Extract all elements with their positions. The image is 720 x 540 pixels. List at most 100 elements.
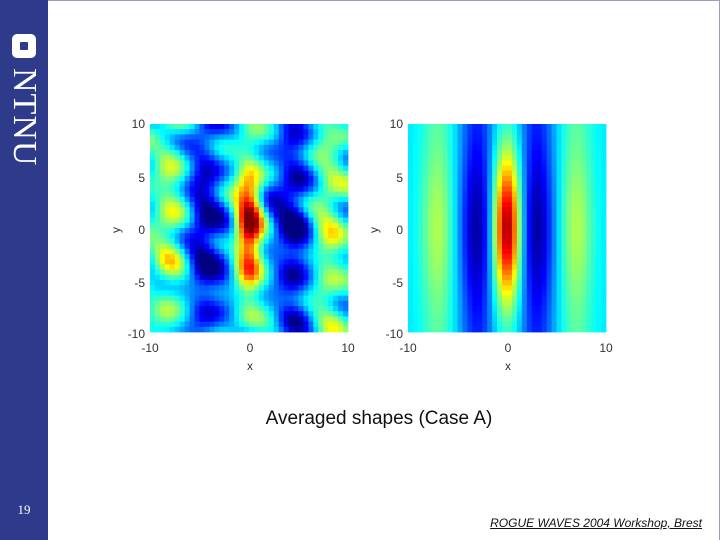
heatmap-cell xyxy=(229,321,235,328)
heatmap-cell xyxy=(283,326,289,333)
heatmap-cell xyxy=(462,217,468,224)
heatmap-cell xyxy=(591,321,597,328)
heatmap-cell xyxy=(199,134,205,140)
heatmap-cell xyxy=(283,274,289,281)
heatmap-cell xyxy=(179,150,186,156)
heatmap-cell xyxy=(576,228,582,234)
heatmap-cell xyxy=(204,144,210,151)
heatmap-cell xyxy=(293,170,299,177)
heatmap-cell xyxy=(507,248,513,255)
heatmap-cell xyxy=(249,259,255,265)
heatmap-cell xyxy=(497,186,503,192)
heatmap-cell xyxy=(273,264,280,270)
heatmap-cell xyxy=(219,191,225,198)
heatmap-cell xyxy=(586,124,592,130)
heatmap-cell xyxy=(263,165,270,172)
heatmap-cell xyxy=(239,321,245,328)
heatmap-cell xyxy=(288,207,294,213)
heatmap-cell xyxy=(526,170,533,177)
heatmap-cell xyxy=(502,217,508,224)
heatmap-cell xyxy=(224,186,230,192)
heatmap-cell xyxy=(526,129,533,135)
heatmap-cell xyxy=(209,186,215,192)
heatmap-cell xyxy=(452,139,458,146)
heatmap-cell xyxy=(318,207,324,213)
heatmap-cell xyxy=(541,217,547,224)
heatmap-cell xyxy=(159,181,166,187)
heatmap-cell xyxy=(546,160,552,166)
heatmap-cell xyxy=(179,144,186,151)
heatmap-cell xyxy=(323,321,329,328)
heatmap-cell xyxy=(596,326,602,333)
heatmap-cell xyxy=(164,165,171,172)
heatmap-cell xyxy=(482,326,488,333)
heatmap-cell xyxy=(586,280,592,286)
heatmap-cell xyxy=(194,207,200,213)
heatmap-cell xyxy=(576,217,582,224)
heatmap-cell xyxy=(511,150,518,156)
heatmap-cell xyxy=(497,170,503,177)
heatmap-cell xyxy=(298,139,304,146)
heatmap-cell xyxy=(507,134,513,140)
heatmap-cell xyxy=(442,202,448,208)
heatmap-cell xyxy=(412,269,419,276)
heatmap-cell xyxy=(541,264,547,270)
heatmap-cell xyxy=(482,264,488,270)
heatmap-cell xyxy=(521,311,528,317)
heatmap-cell xyxy=(244,326,250,333)
heatmap-cell xyxy=(174,124,181,130)
footer-link[interactable]: ROGUE WAVES 2004 Workshop, Brest xyxy=(490,516,702,530)
heatmap-cell xyxy=(338,233,344,239)
heatmap-cell xyxy=(467,160,473,166)
heatmap-cell xyxy=(169,248,176,255)
heatmap-cell xyxy=(159,150,166,156)
heatmap-cell xyxy=(546,144,552,151)
heatmap-cell xyxy=(278,290,285,296)
heatmap-cell xyxy=(432,254,439,260)
heatmap-cell xyxy=(249,228,255,234)
heatmap-cell xyxy=(263,129,270,135)
heatmap-cell xyxy=(432,259,439,265)
heatmap-cell xyxy=(199,290,205,296)
heatmap-cell xyxy=(541,165,547,172)
heatmap-cell xyxy=(263,264,270,270)
heatmap-cell xyxy=(437,150,444,156)
heatmap-cell xyxy=(150,321,156,328)
heatmap-cell xyxy=(566,228,572,234)
heatmap-cell xyxy=(487,217,493,224)
heatmap-cell xyxy=(521,306,528,312)
heatmap-cell xyxy=(412,170,419,177)
heatmap-cell xyxy=(412,274,419,281)
heatmap-cell xyxy=(502,181,508,187)
heatmap-cell xyxy=(442,326,448,333)
heatmap-cell xyxy=(417,191,424,198)
heatmap-cell xyxy=(184,217,190,224)
heatmap-cell xyxy=(323,326,329,333)
heatmap-cell xyxy=(492,326,498,333)
heatmap-cell xyxy=(263,217,270,224)
heatmap-cell xyxy=(214,259,220,265)
heatmap-cell xyxy=(174,155,181,161)
heatmap-cell xyxy=(249,191,255,198)
heatmap-cell xyxy=(268,269,275,276)
heatmap-cell xyxy=(253,212,260,218)
heatmap-cell xyxy=(462,285,468,291)
heatmap-cell xyxy=(467,186,473,192)
heatmap-cell xyxy=(328,181,334,187)
heatmap-cell xyxy=(184,300,190,307)
heatmap-cell xyxy=(263,207,270,213)
heatmap-cell xyxy=(576,134,582,140)
heatmap-cell xyxy=(432,150,439,156)
heatmap-cell xyxy=(308,212,314,218)
heatmap-cell xyxy=(601,160,607,166)
heatmap-cell xyxy=(219,285,225,291)
heatmap-cell xyxy=(229,243,235,250)
heatmap-cell xyxy=(150,139,156,146)
heatmap-cell xyxy=(249,170,255,177)
heatmap-cell xyxy=(278,316,285,322)
heatmap-cell xyxy=(224,228,230,234)
heatmap-cell xyxy=(194,321,200,328)
heatmap-cell xyxy=(258,217,265,224)
heatmap-cell xyxy=(601,202,607,208)
heatmap-cell xyxy=(497,222,503,229)
